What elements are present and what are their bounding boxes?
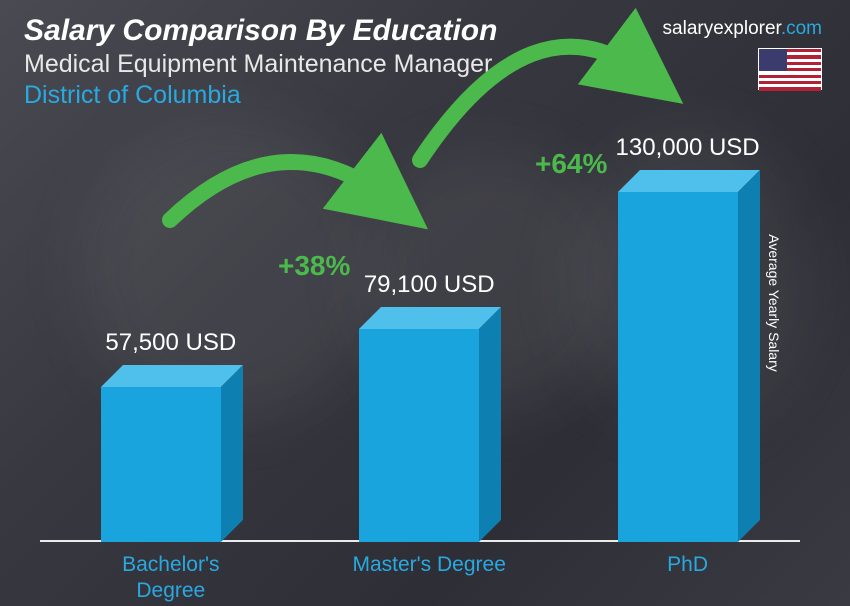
location: District of Columbia [24, 81, 826, 110]
increase-label: +38% [278, 250, 350, 282]
bar-value: 130,000 USD [598, 134, 778, 162]
flag-icon [758, 48, 822, 90]
bar-label: Bachelor's Degree [91, 552, 251, 605]
bar-side [738, 170, 760, 542]
brand-suffix: .com [781, 18, 822, 39]
bar-front [618, 192, 738, 542]
job-title: Medical Equipment Maintenance Manager [24, 50, 826, 79]
bar-front [101, 387, 221, 542]
bar-value: 57,500 USD [81, 329, 261, 357]
brand-logo: salaryexplorer.com [663, 18, 822, 40]
bar-side [221, 365, 243, 542]
brand-prefix: salaryexplorer [663, 18, 781, 39]
bar-value: 79,100 USD [339, 271, 519, 299]
bar-top [359, 307, 501, 329]
bar-top [618, 170, 760, 192]
bar-top [101, 365, 243, 387]
salary-bar-chart: 57,500 USDBachelor's Degree79,100 USDMas… [40, 140, 800, 542]
increase-label: +64% [535, 148, 607, 180]
bar-label: PhD [608, 552, 768, 578]
bar-label: Master's Degree [349, 552, 509, 578]
bar-side [479, 307, 501, 542]
bar-front [359, 329, 479, 542]
